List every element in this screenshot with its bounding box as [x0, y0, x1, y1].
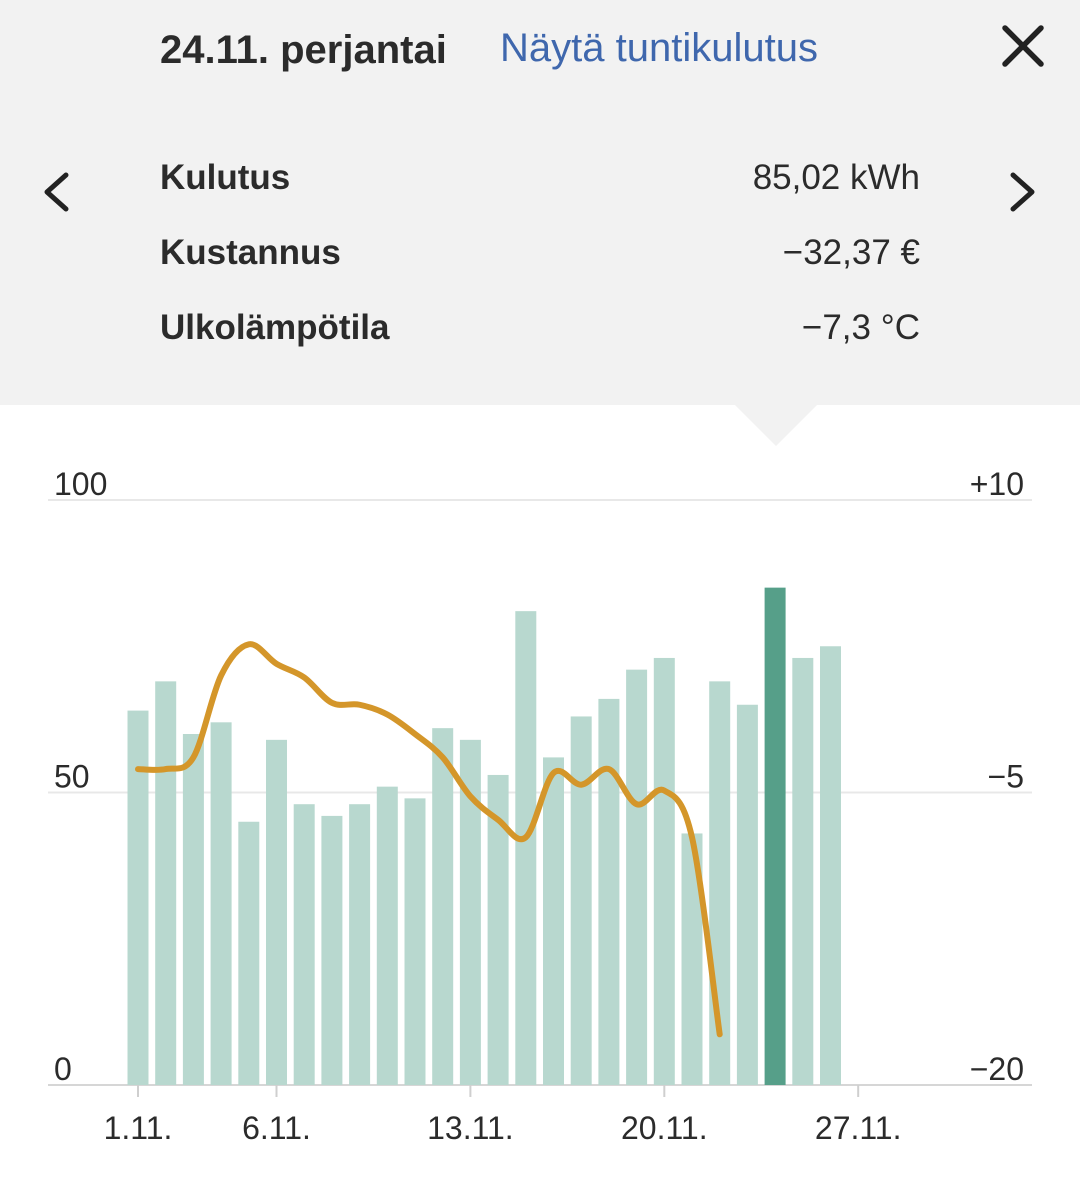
x-tick-label: 27.11.: [815, 1110, 902, 1146]
consumption-bar: [432, 728, 454, 1085]
x-tick-label: 13.11.: [427, 1110, 514, 1146]
consumption-bar: [570, 716, 592, 1085]
y-left-tick-label: 0: [54, 1051, 72, 1087]
consumption-bar: [736, 704, 758, 1085]
day-details-panel: [0, 0, 1080, 405]
consumption-bar: [155, 681, 177, 1085]
consumption-label: Kulutus: [160, 158, 291, 197]
consumption-bar: [543, 757, 564, 1085]
consumption-bar: [127, 710, 149, 1085]
outdoor-temperature-value: −7,3 °C: [801, 308, 920, 347]
y-left-tick-label: 100: [54, 466, 107, 502]
consumption-bar: [404, 798, 426, 1085]
chevron-left-icon[interactable]: [33, 157, 83, 227]
consumption-bar: [792, 657, 814, 1085]
consumption-bar: [293, 804, 315, 1085]
consumption-bar: [459, 739, 481, 1085]
consumption-bar: [515, 611, 537, 1085]
consumption-bar: [321, 815, 343, 1085]
consumption-bar: [487, 774, 509, 1085]
consumption-bar: [182, 734, 204, 1085]
consumption-bar: [349, 804, 371, 1085]
consumption-bar: [238, 821, 260, 1085]
y-right-tick-label: −5: [988, 759, 1024, 795]
cost-value: −32,37 €: [782, 233, 920, 272]
consumption-bar: [598, 698, 620, 1085]
close-icon[interactable]: [995, 18, 1051, 74]
consumption-bar: [681, 833, 703, 1085]
consumption-bar: [266, 739, 287, 1085]
consumption-value: 85,02 kWh: [752, 158, 920, 197]
outdoor-temperature-label: Ulkolämpötila: [160, 308, 390, 347]
selected-day-bar: [764, 587, 786, 1085]
selected-date: 24.11. perjantai: [160, 28, 447, 72]
consumption-bar: [210, 722, 232, 1085]
consumption-bar: [376, 786, 398, 1085]
y-left-tick-label: 50: [54, 759, 90, 795]
show-hourly-consumption-link[interactable]: Näytä tuntikulutus: [500, 26, 818, 70]
chevron-right-icon[interactable]: [998, 157, 1048, 227]
consumption-bar: [653, 657, 675, 1085]
panel-pointer: [735, 405, 817, 446]
consumption-bar: [820, 646, 841, 1085]
y-right-tick-label: +10: [970, 466, 1024, 502]
consumption-bar: [626, 669, 648, 1085]
x-tick-label: 1.11.: [104, 1110, 173, 1146]
x-tick-label: 6.11.: [242, 1110, 311, 1146]
cost-label: Kustannus: [160, 233, 341, 272]
x-tick-label: 20.11.: [621, 1110, 708, 1146]
y-right-tick-label: −20: [970, 1051, 1024, 1087]
temperature-line: [135, 641, 723, 1038]
